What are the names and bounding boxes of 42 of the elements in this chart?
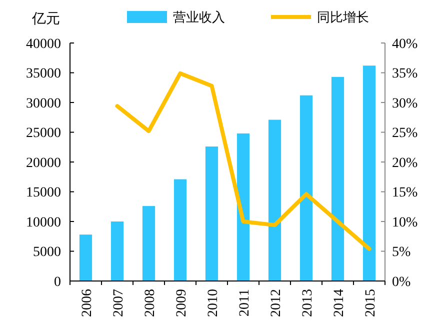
x-tick-label: 2008: [142, 289, 158, 317]
legend-label: 营业收入: [173, 10, 225, 26]
y2-tick-label: 10%: [392, 215, 418, 230]
bar: [300, 95, 313, 281]
y2-tick-label: 35%: [392, 66, 418, 82]
bar: [142, 206, 156, 281]
line-series: [115, 71, 372, 251]
bar: [268, 120, 282, 281]
y2-tick-label: 20%: [392, 156, 418, 171]
x-tick-label: 2011: [237, 289, 252, 316]
y-tick-label: 0: [54, 274, 61, 290]
x-tick-label: 2012: [268, 289, 284, 317]
legend-label: 同比增长: [317, 10, 369, 26]
bar: [331, 76, 344, 281]
y2-tick-label: 0%: [392, 274, 411, 290]
y2-tick-label: 15%: [392, 186, 418, 201]
bar: [110, 222, 124, 281]
x-tick-label: 2014: [332, 289, 347, 317]
bar: [79, 234, 92, 281]
y-tick-label: 10000: [26, 215, 61, 230]
x-tick-label: 2007: [111, 289, 126, 317]
x-tick-label: 2010: [206, 289, 221, 317]
bar: [205, 146, 218, 281]
y2-tick-label: 5%: [392, 245, 411, 260]
x-tick-label: 2015: [363, 289, 378, 317]
bar: [236, 133, 250, 281]
bar: [174, 179, 187, 281]
y-tick-label: 25000: [26, 126, 61, 142]
bar: [362, 66, 376, 281]
x-tick-label: 2013: [300, 289, 316, 317]
x-tick-label: 2009: [174, 289, 190, 317]
y-axis-title: 亿元: [31, 11, 60, 27]
y2-tick-label: 25%: [392, 126, 418, 142]
y-tick-label: 5000: [33, 245, 61, 260]
y-tick-label: 30000: [26, 96, 61, 112]
y-tick-label: 40000: [26, 36, 61, 52]
y-tick-label: 15000: [26, 186, 61, 201]
y2-tick-label: 40%: [392, 36, 418, 52]
y-tick-label: 20000: [26, 156, 61, 171]
y-tick-label: 35000: [26, 66, 61, 82]
x-tick-label: 2006: [80, 289, 95, 317]
y2-tick-label: 30%: [392, 96, 418, 112]
